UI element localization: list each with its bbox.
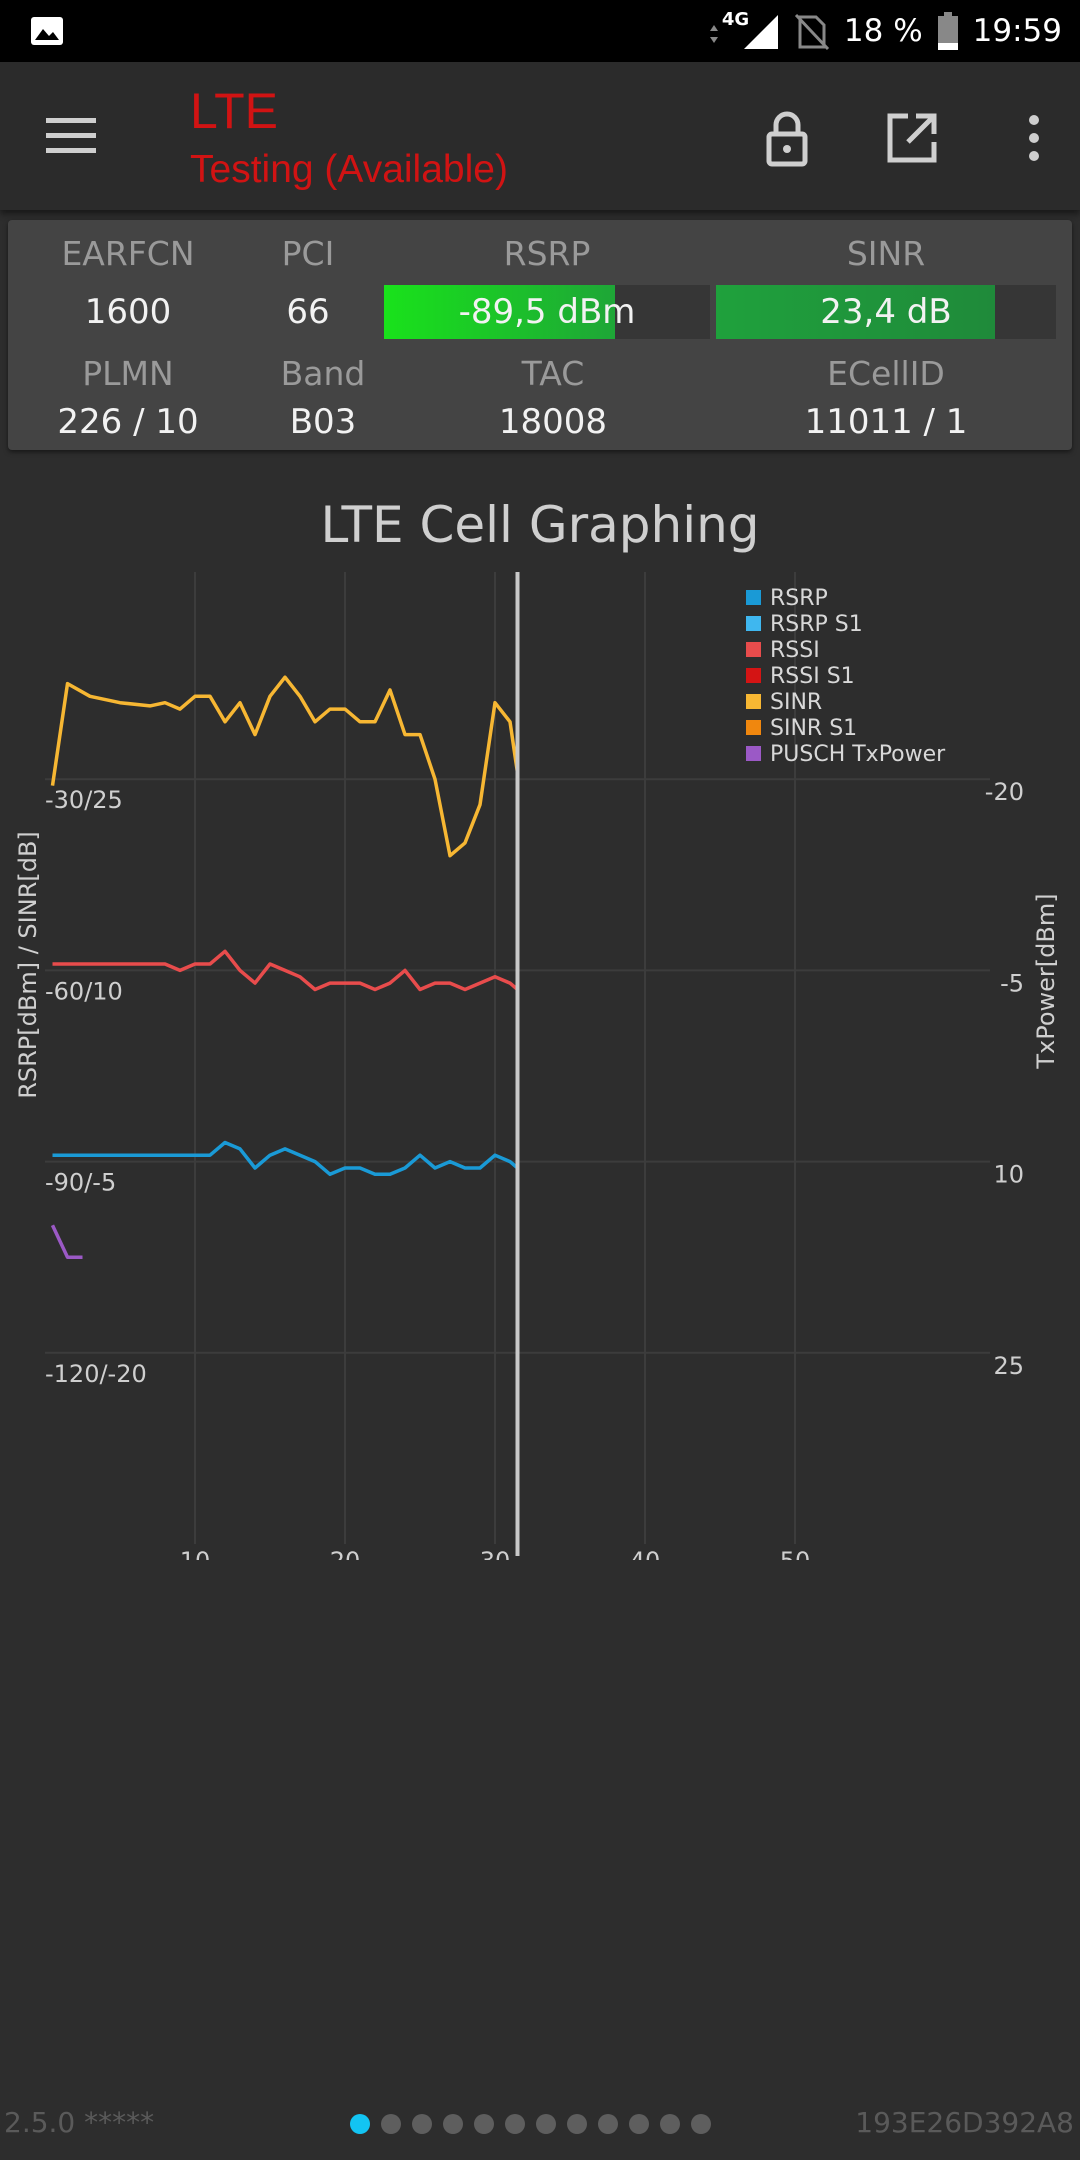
- y2-tick-label: -20: [985, 778, 1024, 806]
- y-tick-label: -90/-5: [45, 1169, 116, 1197]
- battery-icon: [937, 12, 958, 50]
- y2-tick-label: 25: [993, 1352, 1024, 1380]
- x-tick-label: 40: [630, 1547, 661, 1560]
- clock: 19:59: [972, 13, 1062, 49]
- rsrp-label: RSRP: [503, 234, 591, 273]
- rsrp-bar: -89,5 dBm: [384, 285, 710, 339]
- page-dot[interactable]: [598, 2114, 618, 2134]
- image-notification-icon: [31, 17, 63, 45]
- x-tick-label: 50: [780, 1547, 811, 1560]
- y2-axis-title: TxPower[dBm]: [1032, 893, 1060, 1069]
- pci-value: 66: [286, 292, 330, 332]
- series-line: [50, 1224, 83, 1259]
- more-options-icon[interactable]: [1004, 108, 1064, 168]
- page-dot[interactable]: [691, 2114, 711, 2134]
- plmn-label: PLMN: [82, 354, 174, 393]
- tac-label: TAC: [521, 354, 585, 393]
- legend-label: PUSCH TxPower: [770, 742, 946, 767]
- y2-tick-label: -5: [1000, 969, 1024, 997]
- legend-label: RSRP S1: [770, 612, 863, 637]
- page-dot[interactable]: [629, 2114, 649, 2134]
- x-tick-label: 10: [180, 1547, 211, 1560]
- plmn-value: 226 / 10: [57, 402, 199, 442]
- no-sim-icon: [794, 13, 829, 51]
- sinr-bar: 23,4 dB: [716, 285, 1056, 339]
- legend-swatch: [746, 642, 761, 657]
- page-indicator[interactable]: [350, 2114, 711, 2134]
- y-tick-label: -60/10: [45, 977, 123, 1005]
- rsrp-value: -89,5 dBm: [458, 292, 636, 332]
- band-value: B03: [289, 402, 357, 442]
- legend-label: RSSI: [770, 638, 820, 663]
- x-tick-label: 20: [330, 1547, 361, 1560]
- legend-swatch: [746, 720, 761, 735]
- legend-label: SINR: [770, 690, 822, 715]
- legend-swatch: [746, 746, 761, 761]
- sinr-bar-fill: [716, 285, 995, 339]
- band-label: Band: [280, 354, 366, 393]
- x-tick-label: 30: [480, 1547, 511, 1560]
- page-dot[interactable]: [505, 2114, 525, 2134]
- series-line: [52, 1140, 519, 1177]
- signal-icon: 4G: [708, 9, 780, 51]
- legend-label: RSSI S1: [770, 664, 855, 689]
- tac-value: 18008: [498, 402, 608, 442]
- legend-swatch: [746, 616, 761, 631]
- rsrp-bar-fill: [384, 285, 616, 339]
- page-dot[interactable]: [350, 2114, 370, 2134]
- network-type: 4G: [721, 9, 750, 30]
- status-bar: 4G 18 % 19:59: [0, 0, 1080, 62]
- cell-info-panel: EARFCN 1600 PCI 66 RSRP -89,5 dBm SINR 2…: [8, 220, 1072, 450]
- ecellid-label: ECellID: [827, 354, 945, 393]
- page-dot[interactable]: [567, 2114, 587, 2134]
- sinr-value: 23,4 dB: [820, 292, 952, 332]
- open-external-icon[interactable]: [882, 108, 942, 168]
- app-version: 2.5.0 *****: [4, 2106, 155, 2139]
- earfcn-value: 1600: [84, 292, 172, 332]
- page-dot[interactable]: [381, 2114, 401, 2134]
- y2-tick-label: 10: [993, 1161, 1024, 1189]
- legend-swatch: [746, 668, 761, 683]
- device-id: 193E26D392A8: [855, 2106, 1074, 2139]
- y-axis-title: RSRP[dBm] / SINR[dB]: [14, 831, 42, 1099]
- page-subtitle: Testing (Available): [190, 148, 508, 191]
- earfcn-label: EARFCN: [61, 234, 195, 273]
- page-dot[interactable]: [536, 2114, 556, 2134]
- lock-icon[interactable]: [757, 108, 817, 168]
- legend-label: RSRP: [770, 586, 828, 611]
- sinr-label: SINR: [846, 234, 926, 273]
- page-dot[interactable]: [474, 2114, 494, 2134]
- legend-swatch: [746, 590, 761, 605]
- legend-label: SINR S1: [770, 716, 857, 741]
- series-line: [52, 949, 519, 992]
- y-tick-label: -120/-20: [45, 1360, 147, 1388]
- menu-icon[interactable]: [44, 114, 100, 158]
- battery-percent: 18 %: [843, 13, 923, 49]
- ecellid-value: 11011 / 1: [804, 402, 968, 442]
- y-tick-label: -30/25: [45, 786, 123, 814]
- series-line: [50, 675, 520, 858]
- legend-swatch: [746, 694, 761, 709]
- chart-title: LTE Cell Graphing: [320, 496, 760, 554]
- lte-cell-chart[interactable]: -30/25 -20 -60/10 -5 -90/-5 10 -120/-20 25 10 20 3…: [0, 560, 1080, 1560]
- page-dot[interactable]: [412, 2114, 432, 2134]
- page-title: LTE: [190, 83, 278, 139]
- pci-label: PCI: [281, 234, 335, 273]
- page-dot[interactable]: [443, 2114, 463, 2134]
- page-dot[interactable]: [660, 2114, 680, 2134]
- app-bar: LTE Testing (Available): [0, 62, 1080, 210]
